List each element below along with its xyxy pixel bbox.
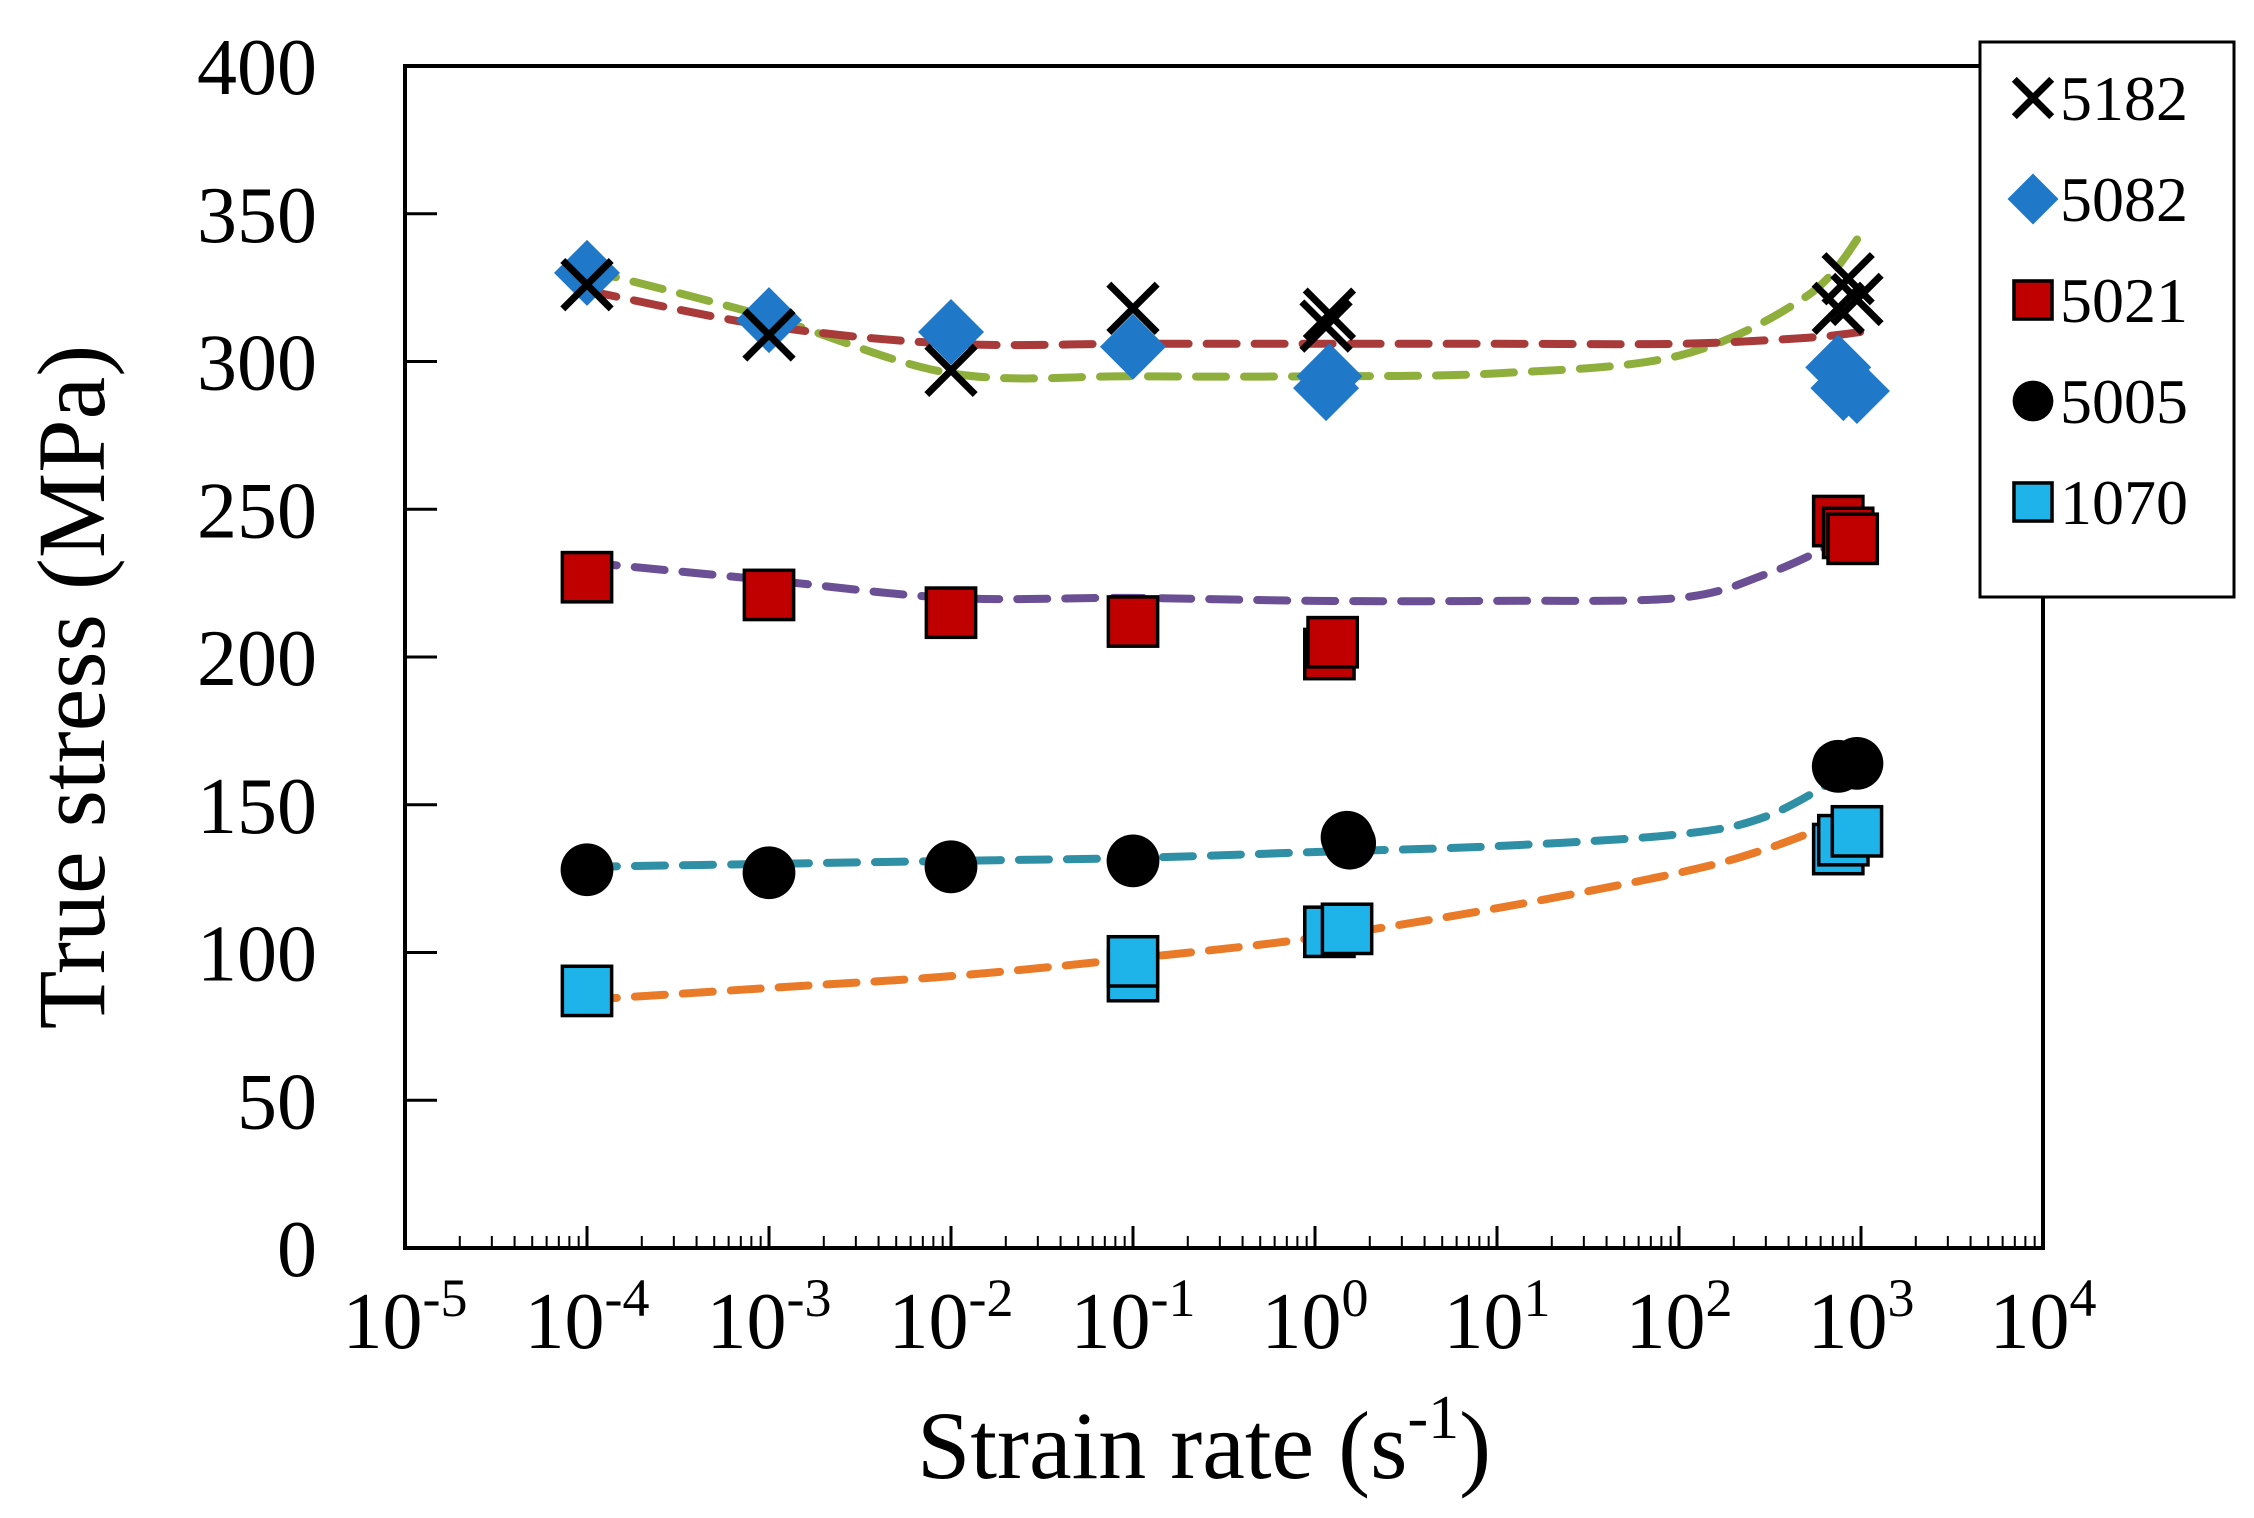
point-5082: [918, 298, 984, 365]
y-tick-label: 150: [197, 763, 317, 851]
point-5182: [1299, 299, 1353, 353]
legend-label-5005: 5005: [2060, 366, 2188, 437]
fit-curve-5182: [583, 286, 1865, 350]
x-tick-label: 10-4: [525, 1268, 650, 1366]
point-1070: [1106, 934, 1160, 988]
point-5021: [1826, 512, 1880, 566]
point-5021: [742, 568, 796, 622]
point-5021: [560, 550, 614, 604]
point-5082: [736, 287, 802, 354]
point-5005: [1323, 816, 1377, 870]
x-tick-label: 10-3: [707, 1268, 832, 1366]
legend-label-5182: 5182: [2060, 63, 2188, 134]
x-tick-label: 101: [1444, 1268, 1551, 1366]
y-tick-label: 400: [197, 24, 317, 112]
point-5182: [1302, 287, 1357, 341]
legend-label-5082: 5082: [2060, 164, 2188, 235]
y-tick-label: 200: [197, 615, 317, 703]
fit-curve-5005: [583, 771, 1848, 871]
point-1070: [1830, 804, 1884, 858]
point-5082: [1100, 313, 1166, 380]
point-5182: [1830, 272, 1884, 327]
x-tick-label: 10-5: [343, 1268, 468, 1366]
fit-curve-1070: [583, 815, 1848, 1004]
point-5182: [560, 257, 614, 312]
point-5005: [742, 846, 796, 900]
y-tick-label: 50: [237, 1058, 317, 1146]
legend-label-1070: 1070: [2060, 467, 2188, 538]
point-5005: [560, 843, 614, 897]
point-5005: [1106, 834, 1160, 888]
x-tick-label: 102: [1626, 1268, 1733, 1366]
x-axis-title: Strain rate (s-1): [917, 1384, 1491, 1499]
legend-marker-5082: [2007, 173, 2059, 225]
point-5021: [1106, 595, 1160, 648]
legend-marker-1070: [2012, 481, 2054, 523]
point-5005: [924, 840, 978, 894]
point-5021: [924, 586, 978, 640]
x-tick-label: 103: [1808, 1268, 1915, 1366]
y-tick-label: 0: [277, 1206, 317, 1294]
point-5082: [1823, 358, 1890, 425]
point-5182: [924, 343, 978, 398]
legend-label-5021: 5021: [2060, 265, 2188, 336]
legend-marker-5005: [2012, 380, 2054, 422]
x-tick-label: 104: [1990, 1268, 2097, 1366]
x-tick-label: 100: [1262, 1268, 1369, 1366]
y-tick-label: 300: [197, 320, 317, 408]
point-1070: [560, 964, 614, 1018]
point-5021: [1306, 615, 1360, 669]
y-tick-label: 250: [197, 467, 317, 555]
y-tick-label: 100: [197, 911, 317, 999]
y-axis-title: True stress (MPa): [18, 345, 125, 1029]
legend-marker-5021: [2012, 279, 2054, 321]
x-tick-label: 10-2: [889, 1268, 1014, 1366]
fit-curve-5021: [583, 540, 1837, 606]
legend-marker-5182: [2011, 76, 2055, 120]
point-5005: [1830, 736, 1884, 790]
point-5082: [554, 239, 620, 306]
x-tick-label: 10-1: [1071, 1268, 1196, 1366]
fit-curve-5082: [583, 230, 1865, 383]
point-5182: [742, 308, 796, 362]
point-5182: [1106, 281, 1160, 335]
point-5082: [1296, 343, 1363, 410]
y-tick-label: 350: [197, 172, 317, 260]
point-1070: [1320, 902, 1374, 956]
